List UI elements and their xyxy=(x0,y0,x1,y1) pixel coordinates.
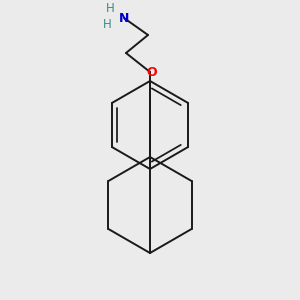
Text: N: N xyxy=(119,11,129,25)
Text: O: O xyxy=(147,65,157,79)
Text: H: H xyxy=(103,19,111,32)
Text: H: H xyxy=(106,2,114,16)
